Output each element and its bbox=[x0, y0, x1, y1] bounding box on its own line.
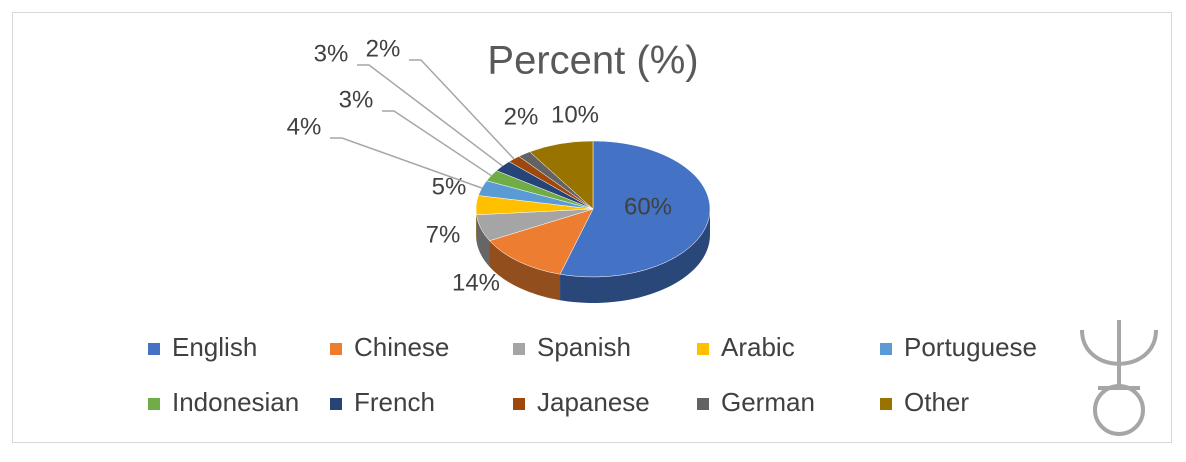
legend-label: English bbox=[172, 332, 257, 362]
chart-title: Percent (%) bbox=[487, 39, 698, 83]
data-label: 5% bbox=[432, 173, 467, 200]
legend-swatch bbox=[880, 343, 892, 355]
data-label: 4% bbox=[287, 113, 322, 140]
data-label: 3% bbox=[339, 86, 374, 113]
legend-swatch bbox=[148, 343, 160, 355]
legend-swatch bbox=[697, 343, 709, 355]
legend-label: French bbox=[354, 387, 435, 417]
legend-label: Portuguese bbox=[904, 332, 1037, 362]
data-label: 2% bbox=[504, 103, 539, 130]
legend-label: German bbox=[721, 387, 815, 417]
data-label: 3% bbox=[314, 40, 349, 67]
legend-label: Japanese bbox=[537, 387, 650, 417]
legend-swatch bbox=[880, 398, 892, 410]
legend-label: Chinese bbox=[354, 332, 449, 362]
data-label: 7% bbox=[426, 221, 461, 248]
legend-swatch bbox=[148, 398, 160, 410]
legend-label: Spanish bbox=[537, 332, 631, 362]
legend-swatch bbox=[697, 398, 709, 410]
legend-swatch bbox=[513, 398, 525, 410]
data-label: 10% bbox=[551, 101, 599, 128]
legend-label: Indonesian bbox=[172, 387, 299, 417]
data-label: 60% bbox=[624, 193, 672, 220]
legend-swatch bbox=[330, 398, 342, 410]
legend-swatch bbox=[330, 343, 342, 355]
legend-label: Other bbox=[904, 387, 969, 417]
data-label: 14% bbox=[452, 269, 500, 296]
data-label: 2% bbox=[366, 35, 401, 62]
legend-label: Arabic bbox=[721, 332, 795, 362]
legend-swatch bbox=[513, 343, 525, 355]
